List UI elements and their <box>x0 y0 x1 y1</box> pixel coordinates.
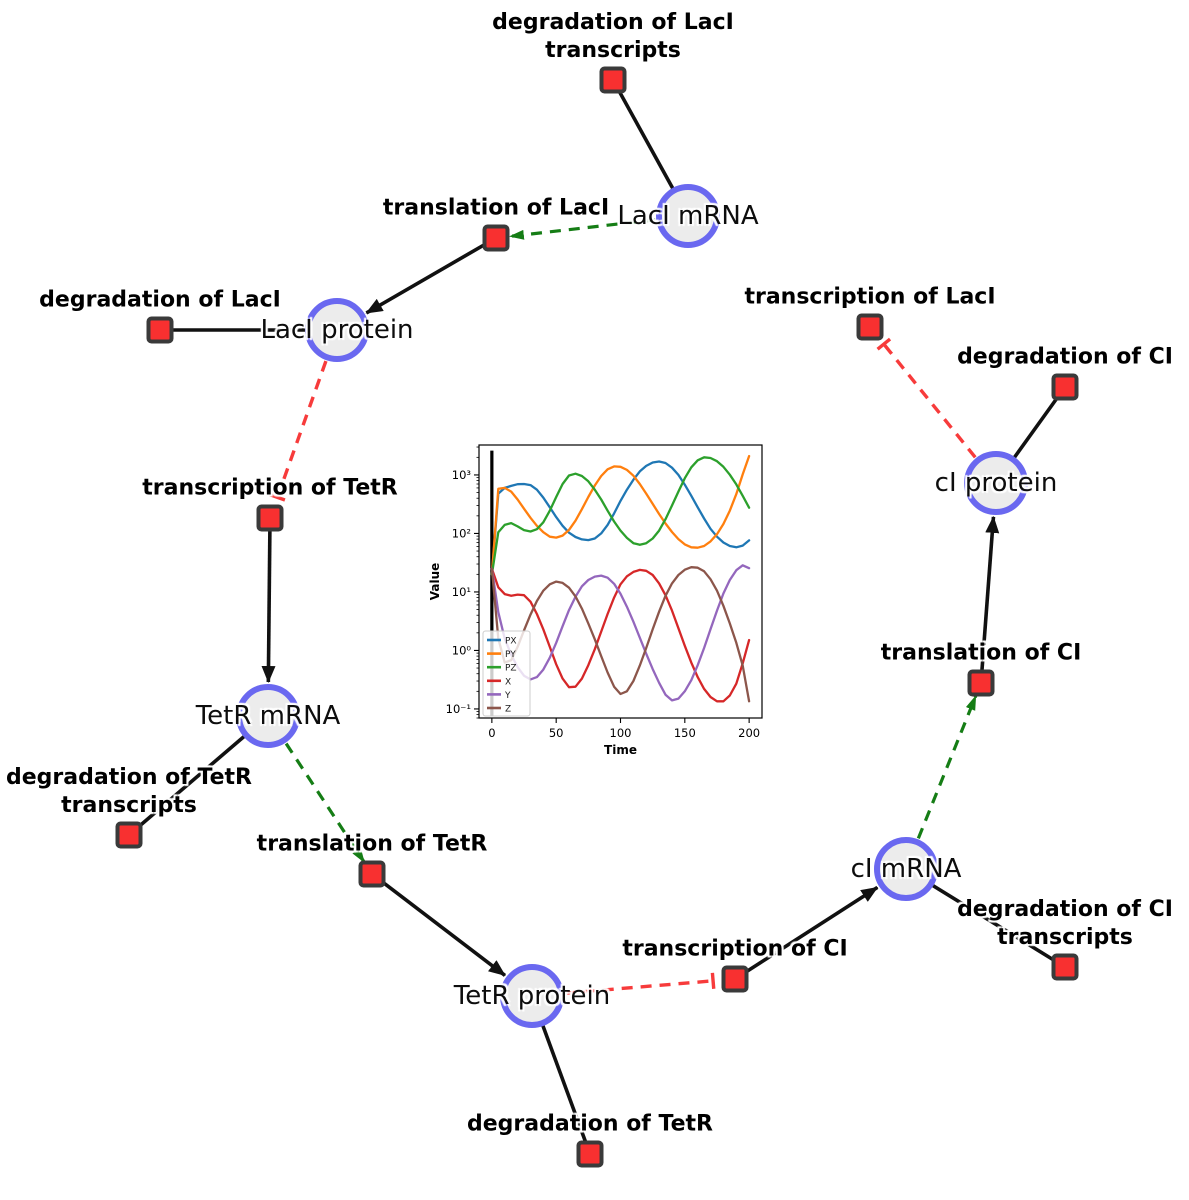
inhibition-tbar-laci_protein-transcription_tetr <box>269 492 286 502</box>
reaction-node-deg_ci[interactable] <box>1051 373 1079 401</box>
reaction-node-transcription_laci[interactable] <box>856 313 884 341</box>
svg-text:PY: PY <box>505 650 516 660</box>
species-label-ci_protein: cI protein <box>934 468 1058 498</box>
svg-text:X: X <box>505 677 511 687</box>
reaction-node-deg_laci_transcripts[interactable] <box>599 66 627 94</box>
svg-text:10²: 10² <box>452 526 471 540</box>
reaction-node-transcription_ci[interactable] <box>721 965 749 993</box>
svg-text:Z: Z <box>505 705 511 715</box>
species-node-ci_protein[interactable] <box>964 451 1028 515</box>
reaction-node-deg_tetr[interactable] <box>576 1140 604 1168</box>
species-label-ci_mrna: cI mRNA <box>850 854 962 884</box>
edge-arrow-translation_ci-ci_protein <box>979 515 1000 684</box>
reaction-node-translation_laci[interactable] <box>482 224 510 252</box>
time-series-chart: 10⁻¹ 10⁰ 10¹ 10² 10³ 0 50 100 150 200 Time Value PX P… <box>428 436 774 766</box>
svg-text:50: 50 <box>549 726 564 740</box>
svg-text:Value: Value <box>428 563 442 601</box>
svg-text:10³: 10³ <box>452 468 472 482</box>
species-node-ci_mrna[interactable] <box>874 837 938 901</box>
species-node-tetr_protein[interactable] <box>500 964 564 1028</box>
svg-text:150: 150 <box>674 726 696 740</box>
reaction-node-translation_ci[interactable] <box>967 669 995 697</box>
svg-text:10¹: 10¹ <box>452 585 471 599</box>
svg-text:0: 0 <box>488 726 495 740</box>
edge-arrow-translation_tetr-tetr_protein <box>370 872 507 977</box>
reaction-label-deg_tetr: degradation of TetR <box>466 1111 714 1137</box>
svg-text:PX: PX <box>505 637 517 647</box>
reaction-node-transcription_tetr[interactable] <box>256 504 284 532</box>
species-label-laci_protein: LacI protein <box>260 315 414 345</box>
inhibition-tbar-tetr_protein-transcription_ci <box>710 972 716 989</box>
inhibition-tbar-ci_protein-transcription_laci <box>876 337 892 351</box>
species-label-tetr_mrna: TetR mRNA <box>195 701 341 731</box>
reaction-node-deg_ci_transcripts[interactable] <box>1051 953 1079 981</box>
svg-text:10⁰: 10⁰ <box>452 643 472 657</box>
species-label-tetr_protein: TetR protein <box>453 981 611 1011</box>
edge-arrow-transcription_ci-ci_mrna <box>734 885 879 981</box>
chart-plot-area: 10⁻¹ 10⁰ 10¹ 10² 10³ 0 50 100 150 200 Time Value PX P… <box>428 444 763 757</box>
edge-modifier-tetr_mrna-translation_tetr <box>284 742 366 864</box>
reaction-label-transcription_tetr: transcription of TetR <box>142 475 398 501</box>
species-node-tetr_mrna[interactable] <box>236 684 300 748</box>
edge-arrow-translation_laci-laci_protein <box>365 236 497 315</box>
reaction-label-transcription_laci: transcription of LacI <box>744 284 996 310</box>
edge-arrow-transcription_tetr-tetr_mrna <box>261 517 276 684</box>
reaction-node-deg_tetr_transcripts[interactable] <box>115 821 143 849</box>
edge-inhibition-ci_protein-transcription_laci <box>882 343 977 459</box>
edge-inhibition-tetr_protein-transcription_ci <box>564 979 714 995</box>
reaction-label-translation_tetr: translation of TetR <box>256 831 488 857</box>
reaction-label-translation_ci: translation of CI <box>880 640 1082 666</box>
svg-text:200: 200 <box>738 726 760 740</box>
species-node-laci_protein[interactable] <box>305 298 369 362</box>
species-label-laci_mrna: LacI mRNA <box>617 201 759 231</box>
reaction-label-translation_laci: translation of LacI <box>382 195 610 221</box>
reaction-label-deg_ci_transcripts: degradation of CI transcripts <box>957 897 1173 950</box>
svg-text:Y: Y <box>504 691 511 701</box>
reaction-label-deg_laci: degradation of LacI <box>39 287 281 313</box>
edge-inhibition-laci_protein-transcription_tetr <box>275 360 328 498</box>
reaction-label-deg_ci: degradation of CI <box>957 344 1173 370</box>
reaction-label-deg_laci_transcripts: degradation of LacI transcripts <box>492 10 734 63</box>
reaction-node-deg_laci[interactable] <box>146 316 174 344</box>
edge-modifier-ci_mrna-translation_ci <box>916 695 978 839</box>
svg-text:10⁻¹: 10⁻¹ <box>446 702 471 716</box>
reaction-label-deg_tetr_transcripts: degradation of TetR transcripts <box>5 765 252 818</box>
svg-text:Time: Time <box>604 743 637 757</box>
species-node-laci_mrna[interactable] <box>656 184 720 248</box>
edge-modifier-laci_mrna-translation_laci <box>508 218 656 240</box>
reaction-node-translation_tetr[interactable] <box>358 860 386 888</box>
svg-text:100: 100 <box>610 726 632 740</box>
svg-text:PZ: PZ <box>505 664 517 674</box>
reaction-label-transcription_ci: transcription of CI <box>622 936 848 962</box>
